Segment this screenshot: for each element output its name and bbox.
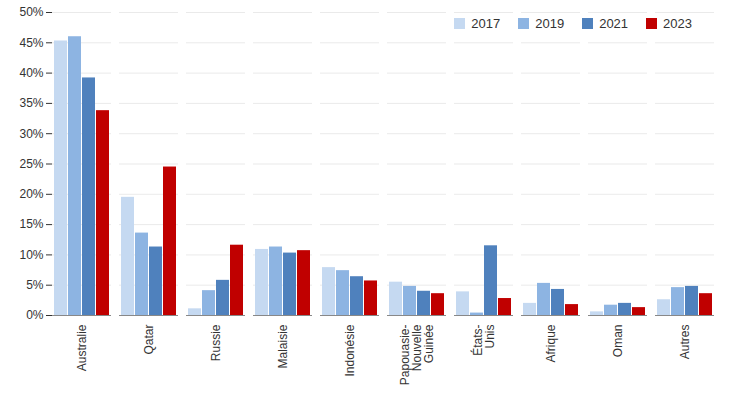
svg-text:Malaisie: Malaisie — [276, 324, 290, 368]
svg-text:États-Unis: États-Unis — [470, 324, 497, 355]
svg-text:50%: 50% — [19, 5, 43, 19]
svg-text:Oman: Oman — [611, 325, 625, 358]
html-text:2023: 2023 — [663, 16, 692, 31]
svg-text:25%: 25% — [19, 157, 43, 171]
html-text:2017: 2017 — [471, 16, 501, 31]
svg-text:35%: 35% — [19, 96, 43, 110]
svg-text:Afrique: Afrique — [544, 324, 558, 362]
svg-text:30%: 30% — [19, 127, 43, 141]
svg-text:0%: 0% — [26, 308, 44, 322]
svg-text:Indonésie: Indonésie — [343, 324, 357, 376]
html-text:2021: 2021 — [599, 16, 629, 31]
svg-text:Qatar: Qatar — [142, 325, 156, 355]
svg-text:Autres: Autres — [678, 325, 692, 360]
svg-text:10%: 10% — [19, 248, 43, 262]
svg-text:20%: 20% — [19, 187, 43, 201]
html-text:2019: 2019 — [535, 16, 565, 31]
svg-text:Russie: Russie — [209, 324, 223, 361]
svg-text:40%: 40% — [19, 66, 43, 80]
svg-text:45%: 45% — [19, 36, 43, 50]
svg-text:Papouasie-NouvelleGuinée: Papouasie-NouvelleGuinée — [398, 324, 436, 385]
svg-text:5%: 5% — [26, 278, 44, 292]
svg-text:Australie: Australie — [75, 324, 89, 371]
svg-text:15%: 15% — [19, 217, 43, 231]
